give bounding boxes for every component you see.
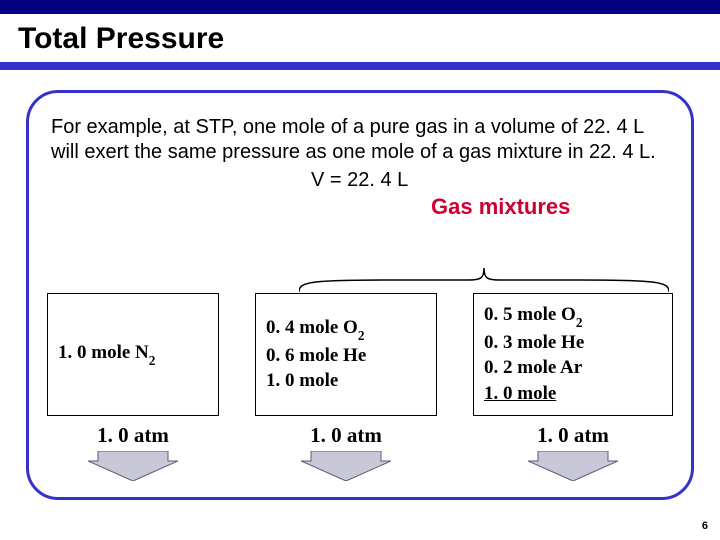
page-title: Total Pressure bbox=[18, 22, 702, 56]
box1-line1-text: 1. 0 mole N bbox=[58, 342, 149, 363]
box3-line2: 0. 3 mole He bbox=[484, 330, 662, 356]
pressure-labels-row: 1. 0 atm 1. 0 atm 1. 0 atm bbox=[47, 423, 673, 448]
down-arrow-icon bbox=[255, 451, 437, 481]
box2-line2: 0. 6 mole He bbox=[266, 343, 426, 369]
box1-line1-sub: 2 bbox=[149, 353, 156, 368]
content-frame: For example, at STP, one mole of a pure … bbox=[26, 90, 694, 500]
volume-equation: V = 22. 4 L bbox=[311, 169, 669, 192]
down-arrow-icon bbox=[473, 451, 673, 481]
box3-line1-sub: 2 bbox=[576, 315, 583, 330]
title-underline bbox=[0, 62, 720, 70]
box2-line3: 1. 0 mole bbox=[266, 368, 426, 394]
box3-line4: 1. 0 mole bbox=[484, 381, 662, 407]
box1-line1: 1. 0 mole N2 bbox=[58, 340, 208, 368]
down-arrow-icon bbox=[47, 451, 219, 481]
header-bar bbox=[0, 0, 720, 14]
box3-line1-text: 0. 5 mole O bbox=[484, 304, 576, 325]
pressure-label-1: 1. 0 atm bbox=[47, 423, 219, 448]
pressure-label-3: 1. 0 atm bbox=[473, 423, 673, 448]
box2-line1-text: 0. 4 mole O bbox=[266, 317, 358, 338]
box3-line1: 0. 5 mole O2 bbox=[484, 302, 662, 330]
gas-box-1: 1. 0 mole N2 bbox=[47, 293, 219, 416]
box2-line1-sub: 2 bbox=[358, 328, 365, 343]
box2-line1: 0. 4 mole O2 bbox=[266, 315, 426, 343]
arrows-row bbox=[47, 451, 673, 481]
body-paragraph: For example, at STP, one mole of a pure … bbox=[51, 115, 669, 165]
brace-icon bbox=[299, 268, 669, 292]
gas-mixtures-label: Gas mixtures bbox=[431, 194, 669, 220]
page-number: 6 bbox=[702, 520, 708, 532]
box3-line3: 0. 2 mole Ar bbox=[484, 355, 662, 381]
gas-boxes-row: 1. 0 mole N2 0. 4 mole O2 0. 6 mole He 1… bbox=[47, 293, 673, 416]
gas-box-2: 0. 4 mole O2 0. 6 mole He 1. 0 mole bbox=[255, 293, 437, 416]
gas-box-3: 0. 5 mole O2 0. 3 mole He 0. 2 mole Ar 1… bbox=[473, 293, 673, 416]
title-area: Total Pressure bbox=[0, 14, 720, 56]
pressure-label-2: 1. 0 atm bbox=[255, 423, 437, 448]
